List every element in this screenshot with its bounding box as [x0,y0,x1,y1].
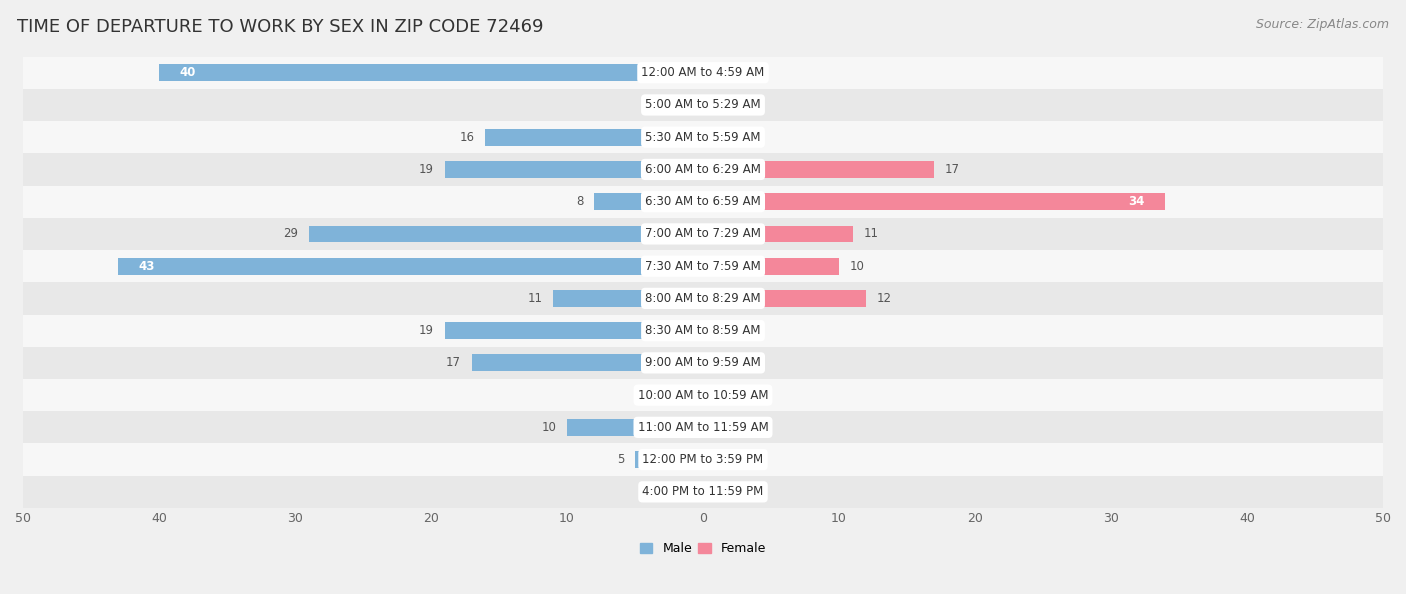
Bar [22,185,1384,218]
Text: 0: 0 [720,453,727,466]
Text: 11: 11 [863,228,879,241]
Text: 0: 0 [720,131,727,144]
Text: 34: 34 [1129,195,1144,208]
Text: 40: 40 [180,66,195,79]
Text: 0: 0 [720,388,727,402]
Bar [554,290,703,307]
Bar [22,347,1384,379]
Legend: Male, Female: Male, Female [636,538,770,560]
Bar [22,444,1384,476]
Bar [703,161,934,178]
Bar [22,250,1384,282]
Bar [703,64,717,81]
Text: 0: 0 [720,421,727,434]
Text: 11: 11 [527,292,543,305]
Bar [22,153,1384,185]
Bar [118,258,703,274]
Text: 0: 0 [679,388,686,402]
Bar [22,314,1384,347]
Text: 5:00 AM to 5:29 AM: 5:00 AM to 5:29 AM [645,99,761,112]
Text: 6:30 AM to 6:59 AM: 6:30 AM to 6:59 AM [645,195,761,208]
Bar [22,282,1384,314]
Bar [472,355,703,371]
Bar [703,355,717,371]
Text: 7:00 AM to 7:29 AM: 7:00 AM to 7:29 AM [645,228,761,241]
Text: 5:30 AM to 5:59 AM: 5:30 AM to 5:59 AM [645,131,761,144]
Text: 19: 19 [419,163,433,176]
Bar [567,419,703,436]
Text: 0: 0 [720,485,727,498]
Text: 8: 8 [576,195,583,208]
Text: 10: 10 [849,260,865,273]
Bar [22,218,1384,250]
Bar [636,451,703,468]
Bar [444,161,703,178]
Bar [703,323,730,339]
Bar [308,226,703,242]
Bar [444,323,703,339]
Text: 9:00 AM to 9:59 AM: 9:00 AM to 9:59 AM [645,356,761,369]
Bar [703,258,839,274]
Text: 3: 3 [644,485,651,498]
Bar [159,64,703,81]
Text: 7:30 AM to 7:59 AM: 7:30 AM to 7:59 AM [645,260,761,273]
Bar [22,411,1384,444]
Text: 0: 0 [679,99,686,112]
Bar [22,121,1384,153]
Text: 1: 1 [727,356,735,369]
Text: 19: 19 [419,324,433,337]
Bar [703,193,1166,210]
Text: 5: 5 [617,453,624,466]
Text: 12:00 PM to 3:59 PM: 12:00 PM to 3:59 PM [643,453,763,466]
Text: 10:00 AM to 10:59 AM: 10:00 AM to 10:59 AM [638,388,768,402]
Text: 29: 29 [283,228,298,241]
Text: TIME OF DEPARTURE TO WORK BY SEX IN ZIP CODE 72469: TIME OF DEPARTURE TO WORK BY SEX IN ZIP … [17,18,543,36]
Text: 2: 2 [741,324,748,337]
Bar [662,484,703,500]
Text: 12: 12 [877,292,891,305]
Text: 8:30 AM to 8:59 AM: 8:30 AM to 8:59 AM [645,324,761,337]
Text: 16: 16 [460,131,474,144]
Text: 4:00 PM to 11:59 PM: 4:00 PM to 11:59 PM [643,485,763,498]
Text: 12:00 AM to 4:59 AM: 12:00 AM to 4:59 AM [641,66,765,79]
Text: 1: 1 [727,66,735,79]
Bar [22,379,1384,411]
Bar [22,476,1384,508]
Text: 17: 17 [446,356,461,369]
Text: 10: 10 [541,421,557,434]
Bar [22,89,1384,121]
Text: 6:00 AM to 6:29 AM: 6:00 AM to 6:29 AM [645,163,761,176]
Bar [22,56,1384,89]
Text: 11:00 AM to 11:59 AM: 11:00 AM to 11:59 AM [638,421,768,434]
Bar [485,129,703,146]
Text: 8:00 AM to 8:29 AM: 8:00 AM to 8:29 AM [645,292,761,305]
Text: 17: 17 [945,163,960,176]
Bar [703,290,866,307]
Text: 43: 43 [139,260,155,273]
Bar [703,226,852,242]
Text: 0: 0 [720,99,727,112]
Text: Source: ZipAtlas.com: Source: ZipAtlas.com [1256,18,1389,31]
Bar [595,193,703,210]
